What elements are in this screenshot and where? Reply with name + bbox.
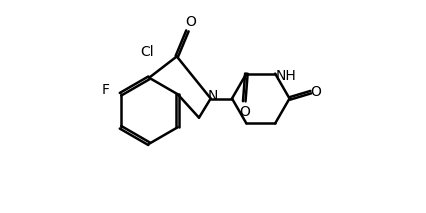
Text: O: O — [239, 105, 250, 119]
Text: O: O — [311, 85, 322, 99]
Text: N: N — [207, 89, 218, 103]
Text: Cl: Cl — [140, 45, 154, 59]
Text: F: F — [101, 83, 109, 97]
Text: O: O — [185, 15, 196, 29]
Text: NH: NH — [276, 69, 296, 83]
